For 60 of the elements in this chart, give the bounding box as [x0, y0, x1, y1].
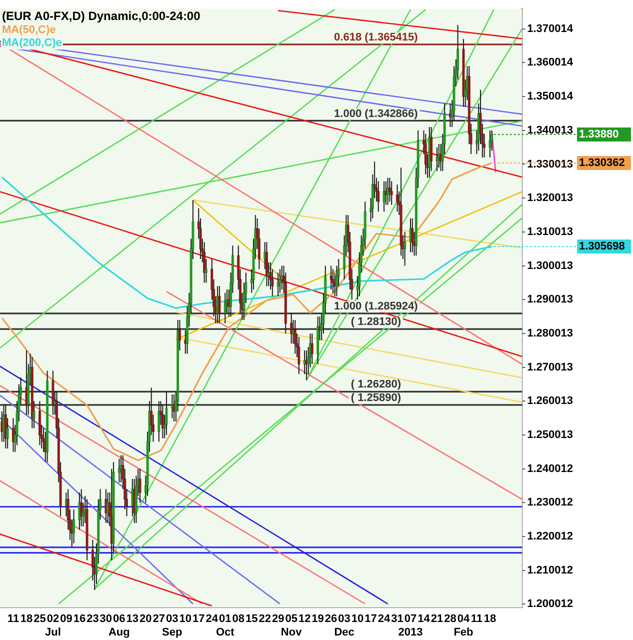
x-tick-label: 08: [232, 613, 244, 626]
x-tick-label: 11: [470, 613, 483, 626]
x-tick-label: 20: [140, 613, 152, 626]
ref-line-label: 1.000 (1.342866): [334, 108, 418, 120]
y-tick-label: 1.250013: [527, 428, 574, 441]
x-tick-label: 11: [7, 613, 20, 626]
x-tick-label: 28: [444, 613, 456, 626]
x-tick-label: 18: [484, 613, 496, 626]
y-tick-label: 1.310013: [527, 226, 574, 238]
x-tick-label: 13: [126, 613, 139, 626]
x-tick-label: 24: [206, 613, 219, 626]
y-tick-label: 1.340013: [527, 124, 574, 136]
x-tick-label: 21: [430, 613, 444, 626]
x-tick-label: 22: [258, 613, 271, 626]
annotation: 1.33880: [579, 128, 619, 141]
y-tick-label: 1.360014: [527, 56, 574, 69]
y-tick-label: 1.230012: [527, 496, 574, 509]
x-tick-label: 14: [418, 613, 431, 626]
text: MA(50,C)e: [2, 24, 56, 36]
x-tick-label: 16: [73, 613, 86, 626]
y-tick-label: 1.370014: [527, 22, 574, 35]
y-tick-label: 1.290013: [527, 294, 574, 306]
x-tick-label: 10: [351, 613, 364, 626]
y-tick-label: 1.270013: [527, 361, 574, 374]
annotation: 1.330362: [579, 157, 625, 170]
x-tick-label: 30: [100, 613, 112, 626]
x-tick-label: 27: [152, 613, 166, 626]
ref-line-label: 1.000 (1.285924): [334, 300, 418, 312]
y-tick-label: 1.260013: [527, 395, 574, 408]
x-tick-label: 09: [60, 613, 72, 626]
x-tick-label: 10: [179, 613, 192, 626]
ref-line-label: ( 1.26280): [350, 378, 402, 391]
x-tick-label: 23: [86, 613, 99, 626]
annotation: 1.305698: [579, 240, 625, 253]
y-tick-label: 1.350014: [527, 90, 574, 103]
x-tick-label: 25: [34, 613, 46, 626]
y-tick-label: 1.320013: [527, 192, 574, 204]
y-tick-label: 1.330013: [527, 158, 574, 170]
ref-line-label: 0.618 (1.365415): [334, 31, 418, 44]
x-tick-label: 26: [324, 613, 338, 626]
y-tick-label: 1.240012: [527, 462, 574, 475]
x-tick-label: 24: [378, 613, 392, 626]
ref-line-label: ( 1.28130): [350, 316, 402, 328]
x-tick-label: 19: [312, 613, 324, 626]
ref-line-label: ( 1.25890): [350, 392, 402, 404]
x-tick-label: 17: [192, 613, 205, 626]
y-tick-label: 1.220012: [527, 530, 574, 543]
x-tick-label: 17: [364, 613, 377, 626]
x-tick-label: 31: [391, 613, 404, 626]
x-tick-label: 15: [245, 613, 258, 626]
y-tick-label: 1.300013: [527, 260, 574, 272]
y-tick-label: 1.210012: [527, 564, 574, 576]
x-tick-label: 12: [298, 613, 311, 626]
y-tick-label: 1.280013: [527, 327, 574, 340]
x-tick-label: 18: [20, 613, 33, 626]
text: MA(200,C)e: [2, 37, 62, 50]
x-tick-label: 29: [272, 613, 284, 626]
x-tick-label: 02 Jul: [45, 613, 61, 638]
chart-title: (EUR A0-FX,D) Dynamic,0:00-24:00: [2, 8, 201, 23]
y-tick-label: 1.200012: [527, 598, 574, 610]
